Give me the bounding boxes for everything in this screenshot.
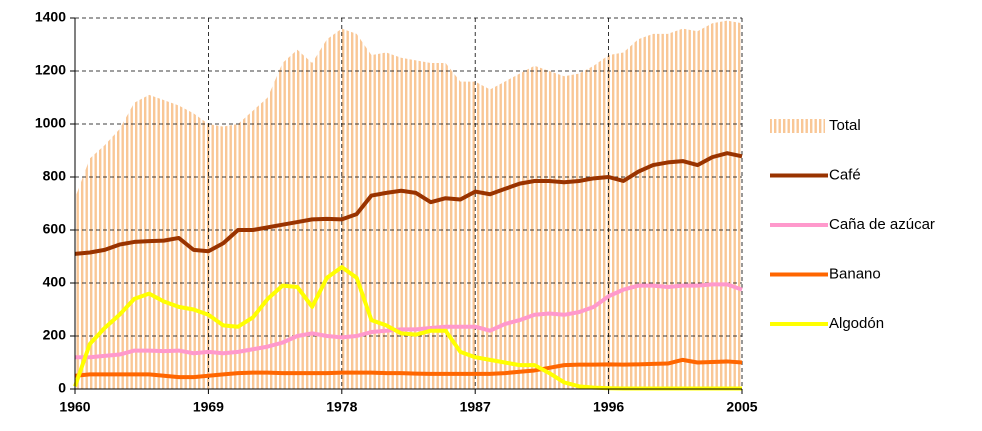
line bbox=[75, 282, 743, 360]
line bbox=[74, 151, 743, 256]
y-tick-label: 200 bbox=[43, 327, 67, 343]
y-tick-label: 1200 bbox=[35, 62, 66, 78]
legend-label: Banano bbox=[829, 265, 881, 282]
x-tick-label: 1987 bbox=[460, 399, 491, 415]
y-tick-label: 600 bbox=[43, 221, 67, 237]
y-tick-label: 400 bbox=[43, 274, 67, 290]
legend-label: Total bbox=[829, 117, 861, 134]
x-tick-label: 1996 bbox=[593, 399, 624, 415]
x-tick-label: 1960 bbox=[59, 399, 90, 415]
y-tick-label: 1400 bbox=[35, 9, 66, 25]
legend-label: Caña de azúcar bbox=[829, 216, 935, 233]
x-tick-label: 1969 bbox=[193, 399, 224, 415]
legend-label: Algodón bbox=[829, 315, 884, 332]
line bbox=[74, 357, 743, 380]
area bbox=[75, 20, 742, 390]
line bbox=[73, 265, 742, 391]
x-tick-label: 2005 bbox=[726, 399, 757, 415]
y-tick-label: 1000 bbox=[35, 115, 66, 131]
x-tick-label: 1978 bbox=[326, 399, 357, 415]
y-tick-label: 800 bbox=[43, 168, 67, 184]
legend-label: Café bbox=[829, 166, 861, 183]
y-tick-label: 0 bbox=[58, 380, 66, 396]
legend-swatch bbox=[770, 119, 825, 133]
